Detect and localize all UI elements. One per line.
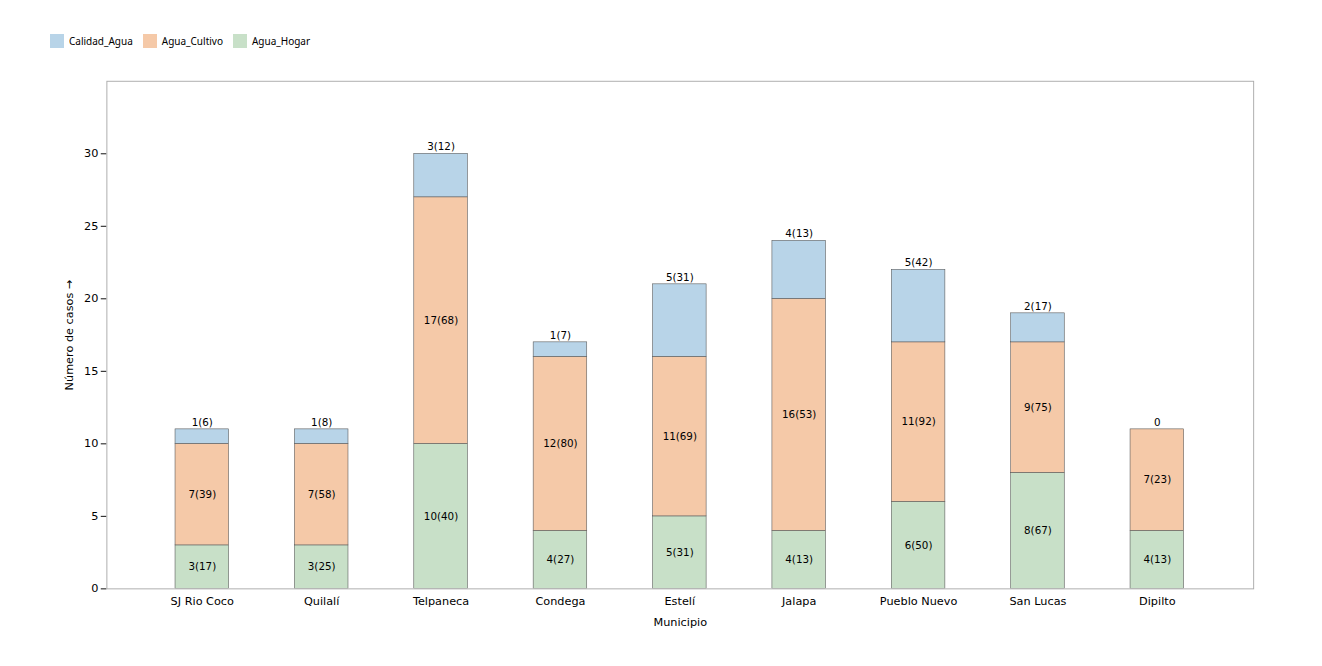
svg-text:10: 10 <box>84 437 98 450</box>
svg-text:8(67): 8(67) <box>1024 524 1052 536</box>
svg-text:5(42): 5(42) <box>905 256 933 268</box>
svg-text:Condega: Condega <box>535 595 585 608</box>
svg-text:3(25): 3(25) <box>308 560 336 572</box>
svg-text:10(40): 10(40) <box>424 510 458 522</box>
svg-text:7(58): 7(58) <box>308 488 336 500</box>
svg-text:16(53): 16(53) <box>782 408 816 420</box>
svg-text:Dipilto: Dipilto <box>1139 595 1176 608</box>
svg-text:7(39): 7(39) <box>188 488 216 500</box>
svg-text:Municipio: Municipio <box>653 616 707 629</box>
svg-text:4(13): 4(13) <box>1143 553 1171 565</box>
svg-text:San Lucas: San Lucas <box>1009 595 1066 608</box>
svg-text:20: 20 <box>84 292 98 305</box>
svg-text:5: 5 <box>91 510 98 523</box>
svg-text:4(13): 4(13) <box>785 553 813 565</box>
svg-text:1(7): 1(7) <box>550 329 571 341</box>
svg-text:6(50): 6(50) <box>905 539 933 551</box>
svg-text:12(80): 12(80) <box>543 437 577 449</box>
svg-text:SJ Rio Coco: SJ Rio Coco <box>171 595 234 608</box>
svg-text:15: 15 <box>84 365 98 378</box>
svg-text:30: 30 <box>84 147 98 160</box>
svg-text:Telpaneca: Telpaneca <box>412 595 469 608</box>
svg-text:Número de casos →: Número de casos → <box>63 280 76 391</box>
html-text:Agua_Cultivo: Agua_Cultivo <box>161 33 223 48</box>
svg-text:2(17): 2(17) <box>1024 300 1052 312</box>
svg-text:11(69): 11(69) <box>663 430 697 442</box>
svg-text:1(6): 1(6) <box>192 416 213 428</box>
svg-text:Pueblo Nuevo: Pueblo Nuevo <box>880 595 958 608</box>
svg-text:0: 0 <box>91 582 98 595</box>
svg-text:4(13): 4(13) <box>785 227 813 239</box>
svg-text:4(27): 4(27) <box>547 553 575 565</box>
svg-text:3(12): 3(12) <box>427 140 455 152</box>
svg-text:0: 0 <box>1154 416 1161 428</box>
svg-text:Quilalí: Quilalí <box>304 595 340 608</box>
svg-text:9(75): 9(75) <box>1024 401 1052 413</box>
svg-text:Estelí: Estelí <box>664 595 695 608</box>
html-text:Calidad_Agua: Calidad_Agua <box>69 33 133 48</box>
svg-text:Jalapa: Jalapa <box>781 595 816 608</box>
svg-text:5(31): 5(31) <box>666 271 694 283</box>
svg-text:3(17): 3(17) <box>188 560 216 572</box>
svg-text:5(31): 5(31) <box>666 546 694 558</box>
svg-text:1(8): 1(8) <box>311 416 332 428</box>
svg-text:25: 25 <box>84 220 98 233</box>
svg-text:7(23): 7(23) <box>1143 473 1171 485</box>
svg-text:11(92): 11(92) <box>901 415 935 427</box>
svg-text:17(68): 17(68) <box>424 314 458 326</box>
html-text:Agua_Hogar: Agua_Hogar <box>252 33 311 48</box>
